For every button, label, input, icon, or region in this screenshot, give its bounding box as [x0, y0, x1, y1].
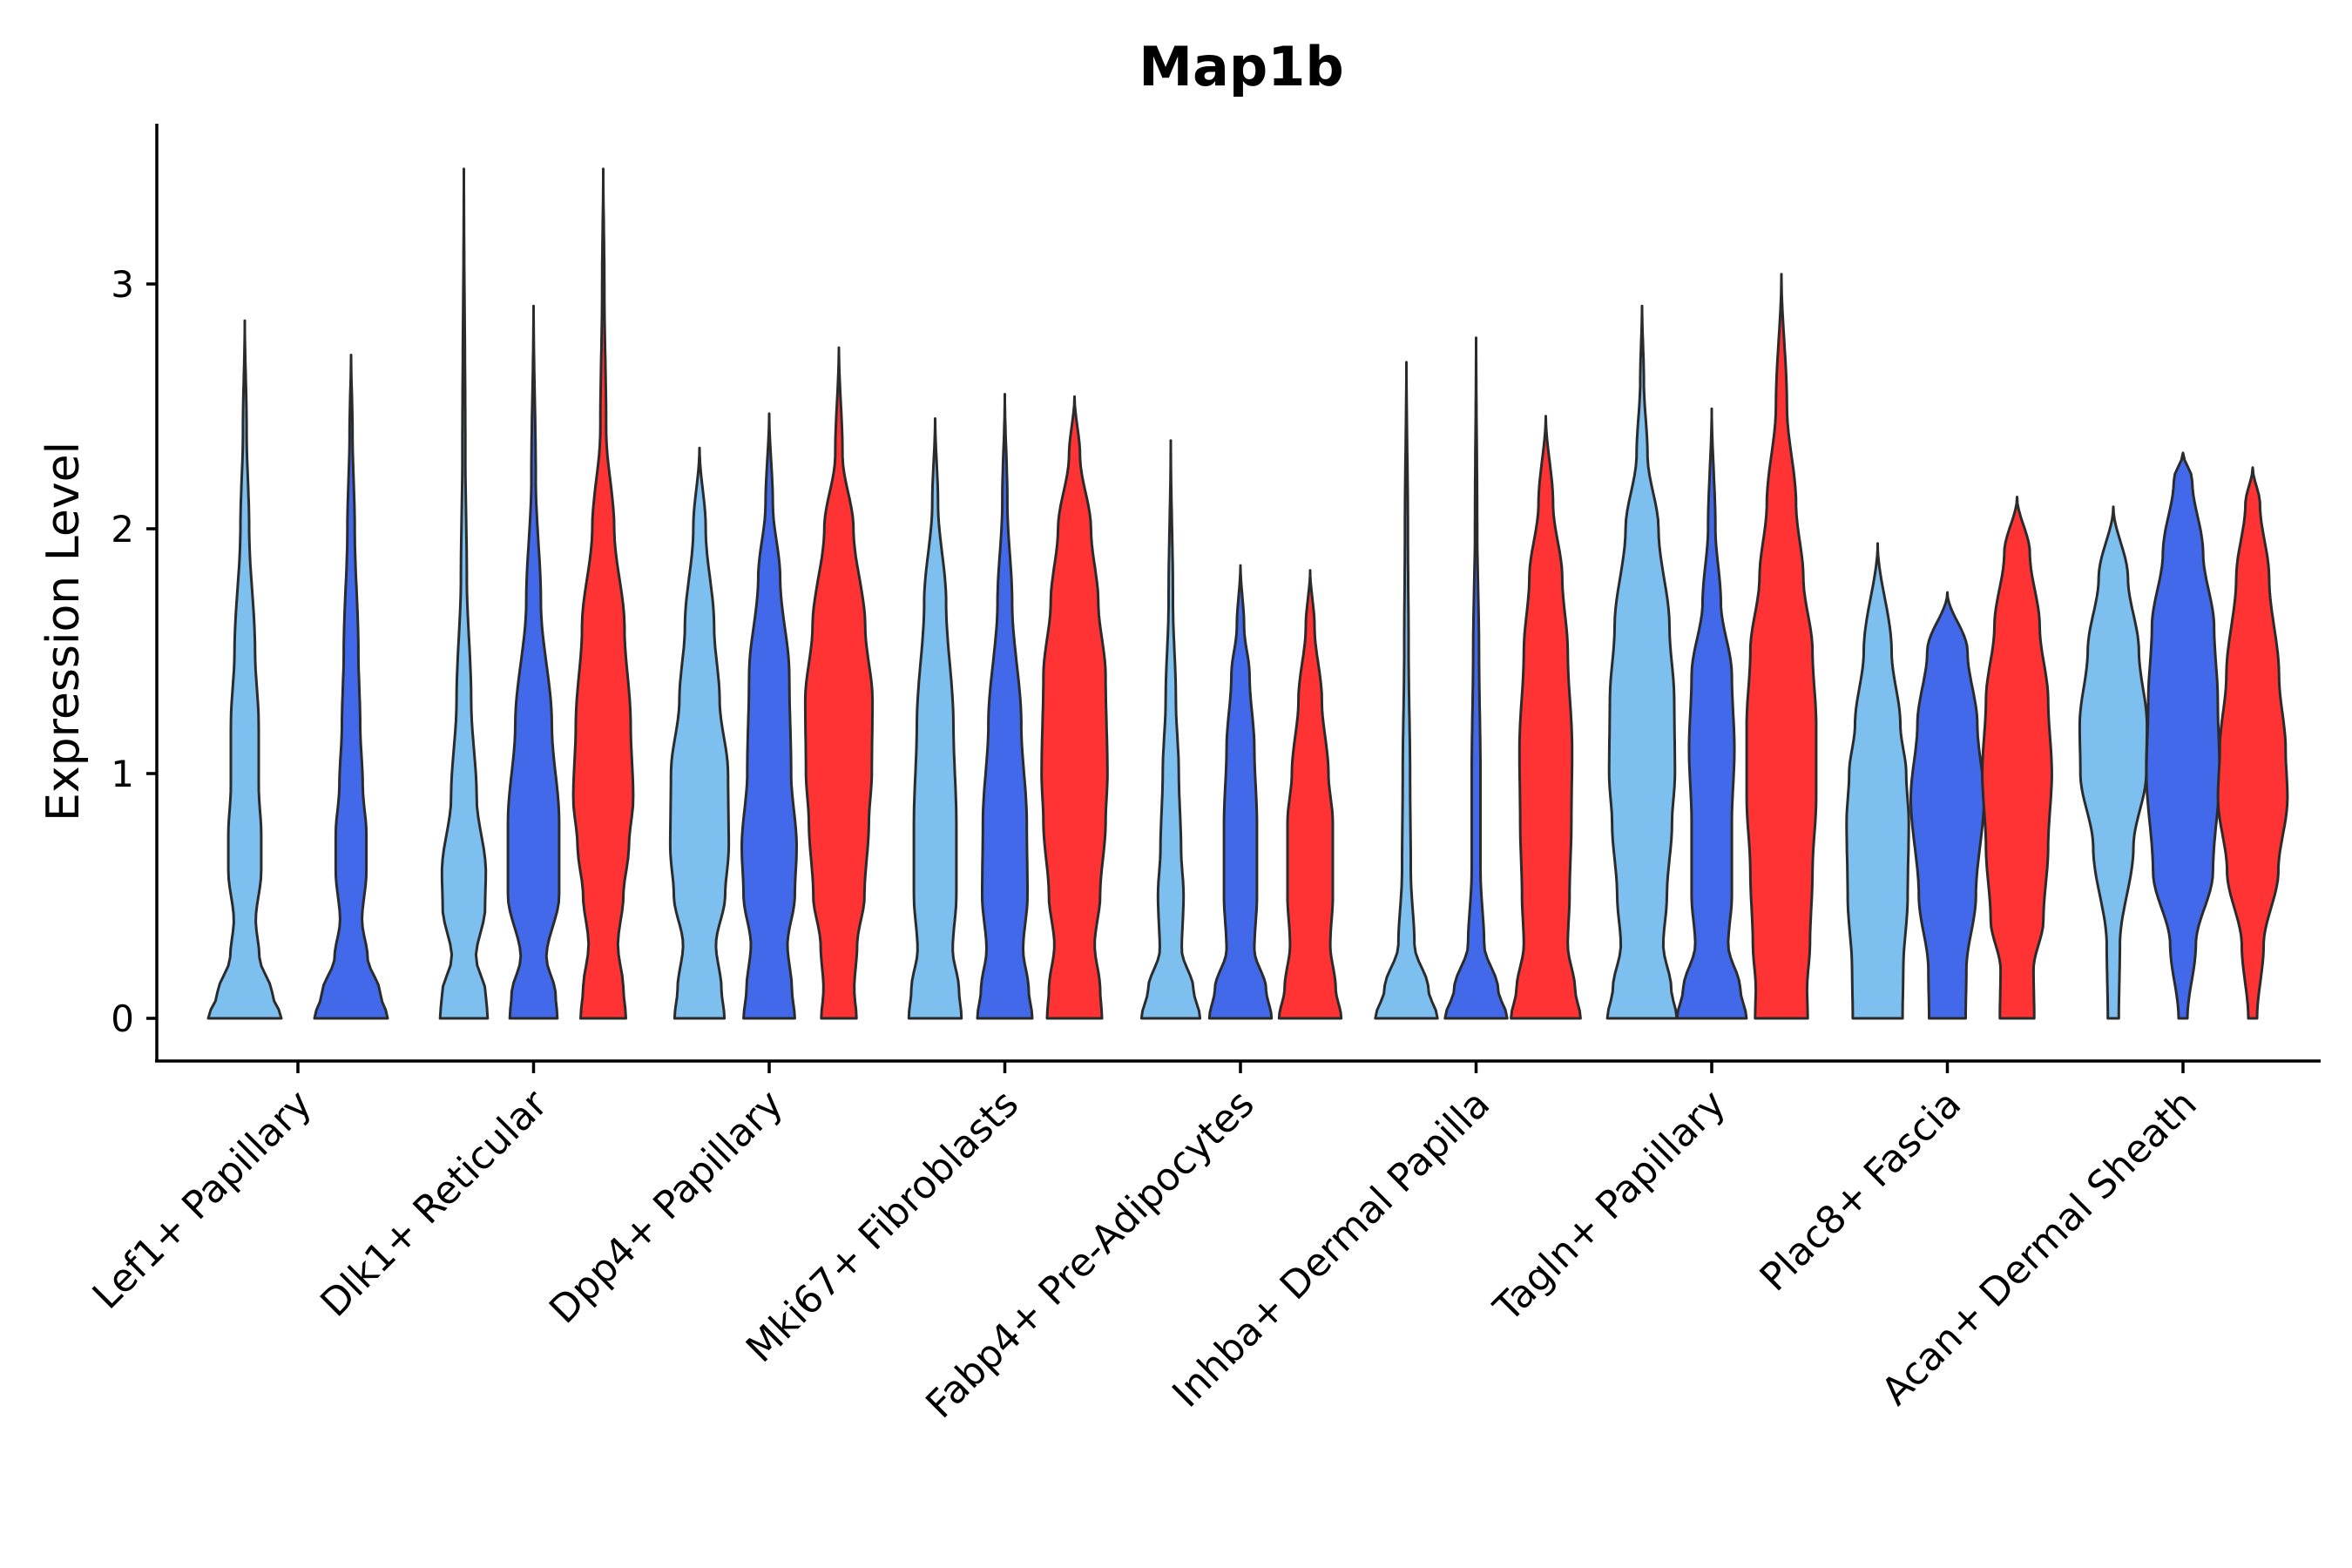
y-tick-label-3: 3 — [111, 263, 134, 306]
violin-5-2 — [1510, 415, 1582, 1020]
violin-4-2 — [1277, 569, 1343, 1020]
violin-4-1 — [1207, 564, 1274, 1020]
violin-5-1 — [1443, 336, 1509, 1020]
violin-3-2 — [1040, 395, 1109, 1020]
violin-0-1 — [313, 354, 389, 1020]
violin-3-1 — [976, 393, 1034, 1020]
violin-4-0 — [1139, 439, 1202, 1020]
violin-3-0 — [907, 417, 963, 1020]
violin-1-0 — [438, 167, 490, 1020]
violin-6-2 — [1745, 273, 1818, 1020]
violin-2-1 — [740, 412, 798, 1020]
violin-8-1 — [2145, 451, 2221, 1020]
violin-2-2 — [803, 346, 875, 1020]
x-tick-label-1: Dlk1+ Reticular — [312, 1081, 557, 1326]
y-axis-label: Expression Level — [37, 442, 90, 821]
x-tick-label-3: Mki67+ Fibroblasts — [738, 1082, 1027, 1371]
x-tick-label-2: Dpp4+ Papillary — [541, 1082, 792, 1333]
violin-8-0 — [2078, 505, 2149, 1020]
x-tick-label-7: Plac8+ Fascia — [1752, 1082, 1970, 1301]
y-tick-label-2: 2 — [111, 508, 134, 551]
violin-0-0 — [206, 319, 283, 1020]
violin-8-2 — [2216, 466, 2289, 1020]
x-tick-label-6: Tagln+ Papillary — [1485, 1082, 1734, 1331]
violin-2-0 — [668, 446, 731, 1020]
violin-1-2 — [571, 167, 635, 1020]
y-tick-label-1: 1 — [111, 753, 134, 795]
x-tick-label-0: Lef1+ Papillary — [84, 1082, 321, 1318]
y-tick-label-0: 0 — [111, 997, 134, 1040]
violin-group — [206, 167, 2289, 1020]
violin-6-1 — [1675, 407, 1748, 1020]
violin-7-2 — [1981, 496, 2053, 1020]
y-ticks: 0 1 2 3 — [111, 263, 157, 1040]
violin-1-1 — [506, 304, 561, 1020]
violin-7-0 — [1845, 542, 1910, 1020]
violin-7-1 — [1909, 591, 1985, 1020]
violin-5-0 — [1374, 361, 1439, 1020]
chart-title: Map1b — [1139, 35, 1343, 98]
axes — [155, 124, 2321, 1063]
violin-6-0 — [1605, 304, 1679, 1020]
